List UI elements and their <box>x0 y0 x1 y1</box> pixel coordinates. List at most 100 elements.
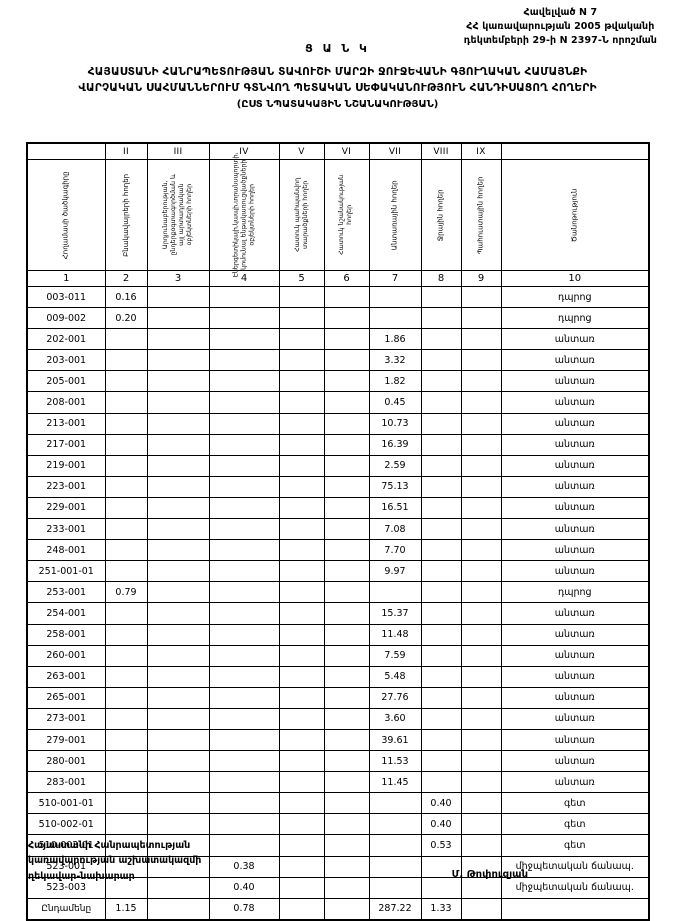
cell-special <box>323 539 370 562</box>
footer-line-3: ղեկավար-նախարար <box>28 870 135 882</box>
column-header-industrial-lands: Արդյունաբերության, ընդերքօգտագործման և ա… <box>146 159 210 271</box>
cell-protected <box>278 518 325 541</box>
column-header-protected-lands: Հատուկ պահպանվող տարածքների հողեր <box>278 159 325 271</box>
cell-land-code: 265-001 <box>26 686 106 709</box>
cell-forest: 11.45 <box>368 771 422 794</box>
cell-water <box>420 518 462 541</box>
cell-land-code: 233-001 <box>26 518 106 541</box>
cell-industrial <box>146 307 210 330</box>
cell-forest: 3.60 <box>368 707 422 730</box>
cell-special <box>323 581 370 604</box>
cell-forest: 27.76 <box>368 686 422 709</box>
cell-land-code: 510-001-01 <box>26 792 106 815</box>
cell-forest: 16.39 <box>368 433 422 456</box>
cell-forest <box>368 307 422 330</box>
cell-special <box>323 665 370 688</box>
cell-land-code: 208-001 <box>26 391 106 414</box>
table-row: 280-001 11.53 անտառ <box>26 750 650 773</box>
cell-note: անտառ <box>500 602 650 625</box>
roman-cell-7: VII <box>368 142 422 160</box>
table-row: 213-001 10.73 անտառ <box>26 412 650 435</box>
cell-water <box>420 475 462 498</box>
cell-note: գետ <box>500 792 650 815</box>
cell-forest: 7.08 <box>368 518 422 541</box>
cell-protected <box>278 581 325 604</box>
cell-special <box>323 602 370 625</box>
cell-total-reserve <box>460 897 502 921</box>
cell-infrastructure <box>208 475 280 498</box>
cell-total-forest: 287.22 <box>368 897 422 921</box>
cell-settlement <box>104 560 148 583</box>
table-row: 523-003 0.40 միջպետական ճանապ. <box>26 876 650 899</box>
cell-protected <box>278 707 325 730</box>
cell-protected <box>278 475 325 498</box>
cell-industrial <box>146 707 210 730</box>
cell-reserve <box>460 539 502 562</box>
cell-special <box>323 475 370 498</box>
cell-forest <box>368 581 422 604</box>
column-header-code-label: Հողամասի ծածկագիրը <box>61 171 70 259</box>
cell-reserve <box>460 644 502 667</box>
table-row: 258-001 11.48 անտառ <box>26 623 650 646</box>
cell-industrial <box>146 496 210 520</box>
cell-water <box>420 307 462 330</box>
column-number-8: 8 <box>420 270 462 287</box>
cell-water <box>420 454 462 477</box>
cell-special <box>323 686 370 709</box>
cell-infrastructure <box>208 349 280 372</box>
cell-special <box>323 391 370 414</box>
table-row: 009-002 0.20 դպրոց <box>26 307 650 330</box>
column-header-water-lands: Ջրային հողեր <box>420 159 462 271</box>
cell-settlement: 0.20 <box>104 307 148 330</box>
column-header-protected-lands-label: Հատուկ պահպանվող տարածքների հողեր <box>293 178 309 252</box>
cell-forest: 7.70 <box>368 539 422 562</box>
cell-forest: 11.53 <box>368 750 422 773</box>
cell-total-infrastructure: 0.78 <box>208 897 280 921</box>
cell-industrial <box>146 750 210 773</box>
cell-industrial <box>146 285 210 309</box>
cell-industrial <box>146 454 210 477</box>
column-number-row: 1 2 3 4 5 6 7 8 9 10 <box>26 270 650 287</box>
cell-forest: 15.37 <box>368 602 422 625</box>
cell-industrial <box>146 539 210 562</box>
cell-forest: 16.51 <box>368 496 422 520</box>
cell-infrastructure <box>208 581 280 604</box>
cell-water <box>420 707 462 730</box>
cell-protected <box>278 771 325 794</box>
cell-special <box>323 370 370 393</box>
cell-land-code: 263-001 <box>26 665 106 688</box>
cell-infrastructure <box>208 665 280 688</box>
table-row: 229-001 16.51 անտառ <box>26 496 650 520</box>
column-header-reserve-lands-label: Պահուստային հողեր <box>476 176 485 254</box>
cell-protected <box>278 370 325 393</box>
cell-settlement: 0.79 <box>104 581 148 604</box>
cell-infrastructure <box>208 412 280 435</box>
cell-industrial <box>146 391 210 414</box>
cell-settlement <box>104 644 148 667</box>
cell-land-code: 219-001 <box>26 454 106 477</box>
cell-forest: 2.59 <box>368 454 422 477</box>
cell-note: անտառ <box>500 560 650 583</box>
table-row: 253-001 0.79 դպրոց <box>26 581 650 604</box>
column-header-special-lands-label: Հատուկ նշանակության հողեր <box>338 174 354 256</box>
column-header-row: Հողամասի ծածկագիրը Բնակավայրերի հողեր Ար… <box>26 153 650 277</box>
cell-forest: 0.45 <box>368 391 422 414</box>
table-row: 208-001 0.45 անտառ <box>26 391 650 414</box>
column-number-10: 10 <box>500 270 650 287</box>
appendix-reference: Հավելված N 7 ՀՀ կառավարության 2005 թվակա… <box>464 6 657 47</box>
cell-note: անտառ <box>500 391 650 414</box>
cell-reserve <box>460 349 502 372</box>
cell-reserve <box>460 686 502 709</box>
cell-settlement <box>104 686 148 709</box>
cell-land-code: 251-001-01 <box>26 560 106 583</box>
cell-protected <box>278 454 325 477</box>
cell-reserve <box>460 813 502 836</box>
cell-protected <box>278 539 325 562</box>
cell-note: անտառ <box>500 370 650 393</box>
cell-note: անտառ <box>500 728 650 752</box>
cell-infrastructure <box>208 328 280 351</box>
cell-protected <box>278 349 325 372</box>
cell-settlement <box>104 539 148 562</box>
cell-protected <box>278 391 325 414</box>
cell-note: դպրոց <box>500 307 650 330</box>
